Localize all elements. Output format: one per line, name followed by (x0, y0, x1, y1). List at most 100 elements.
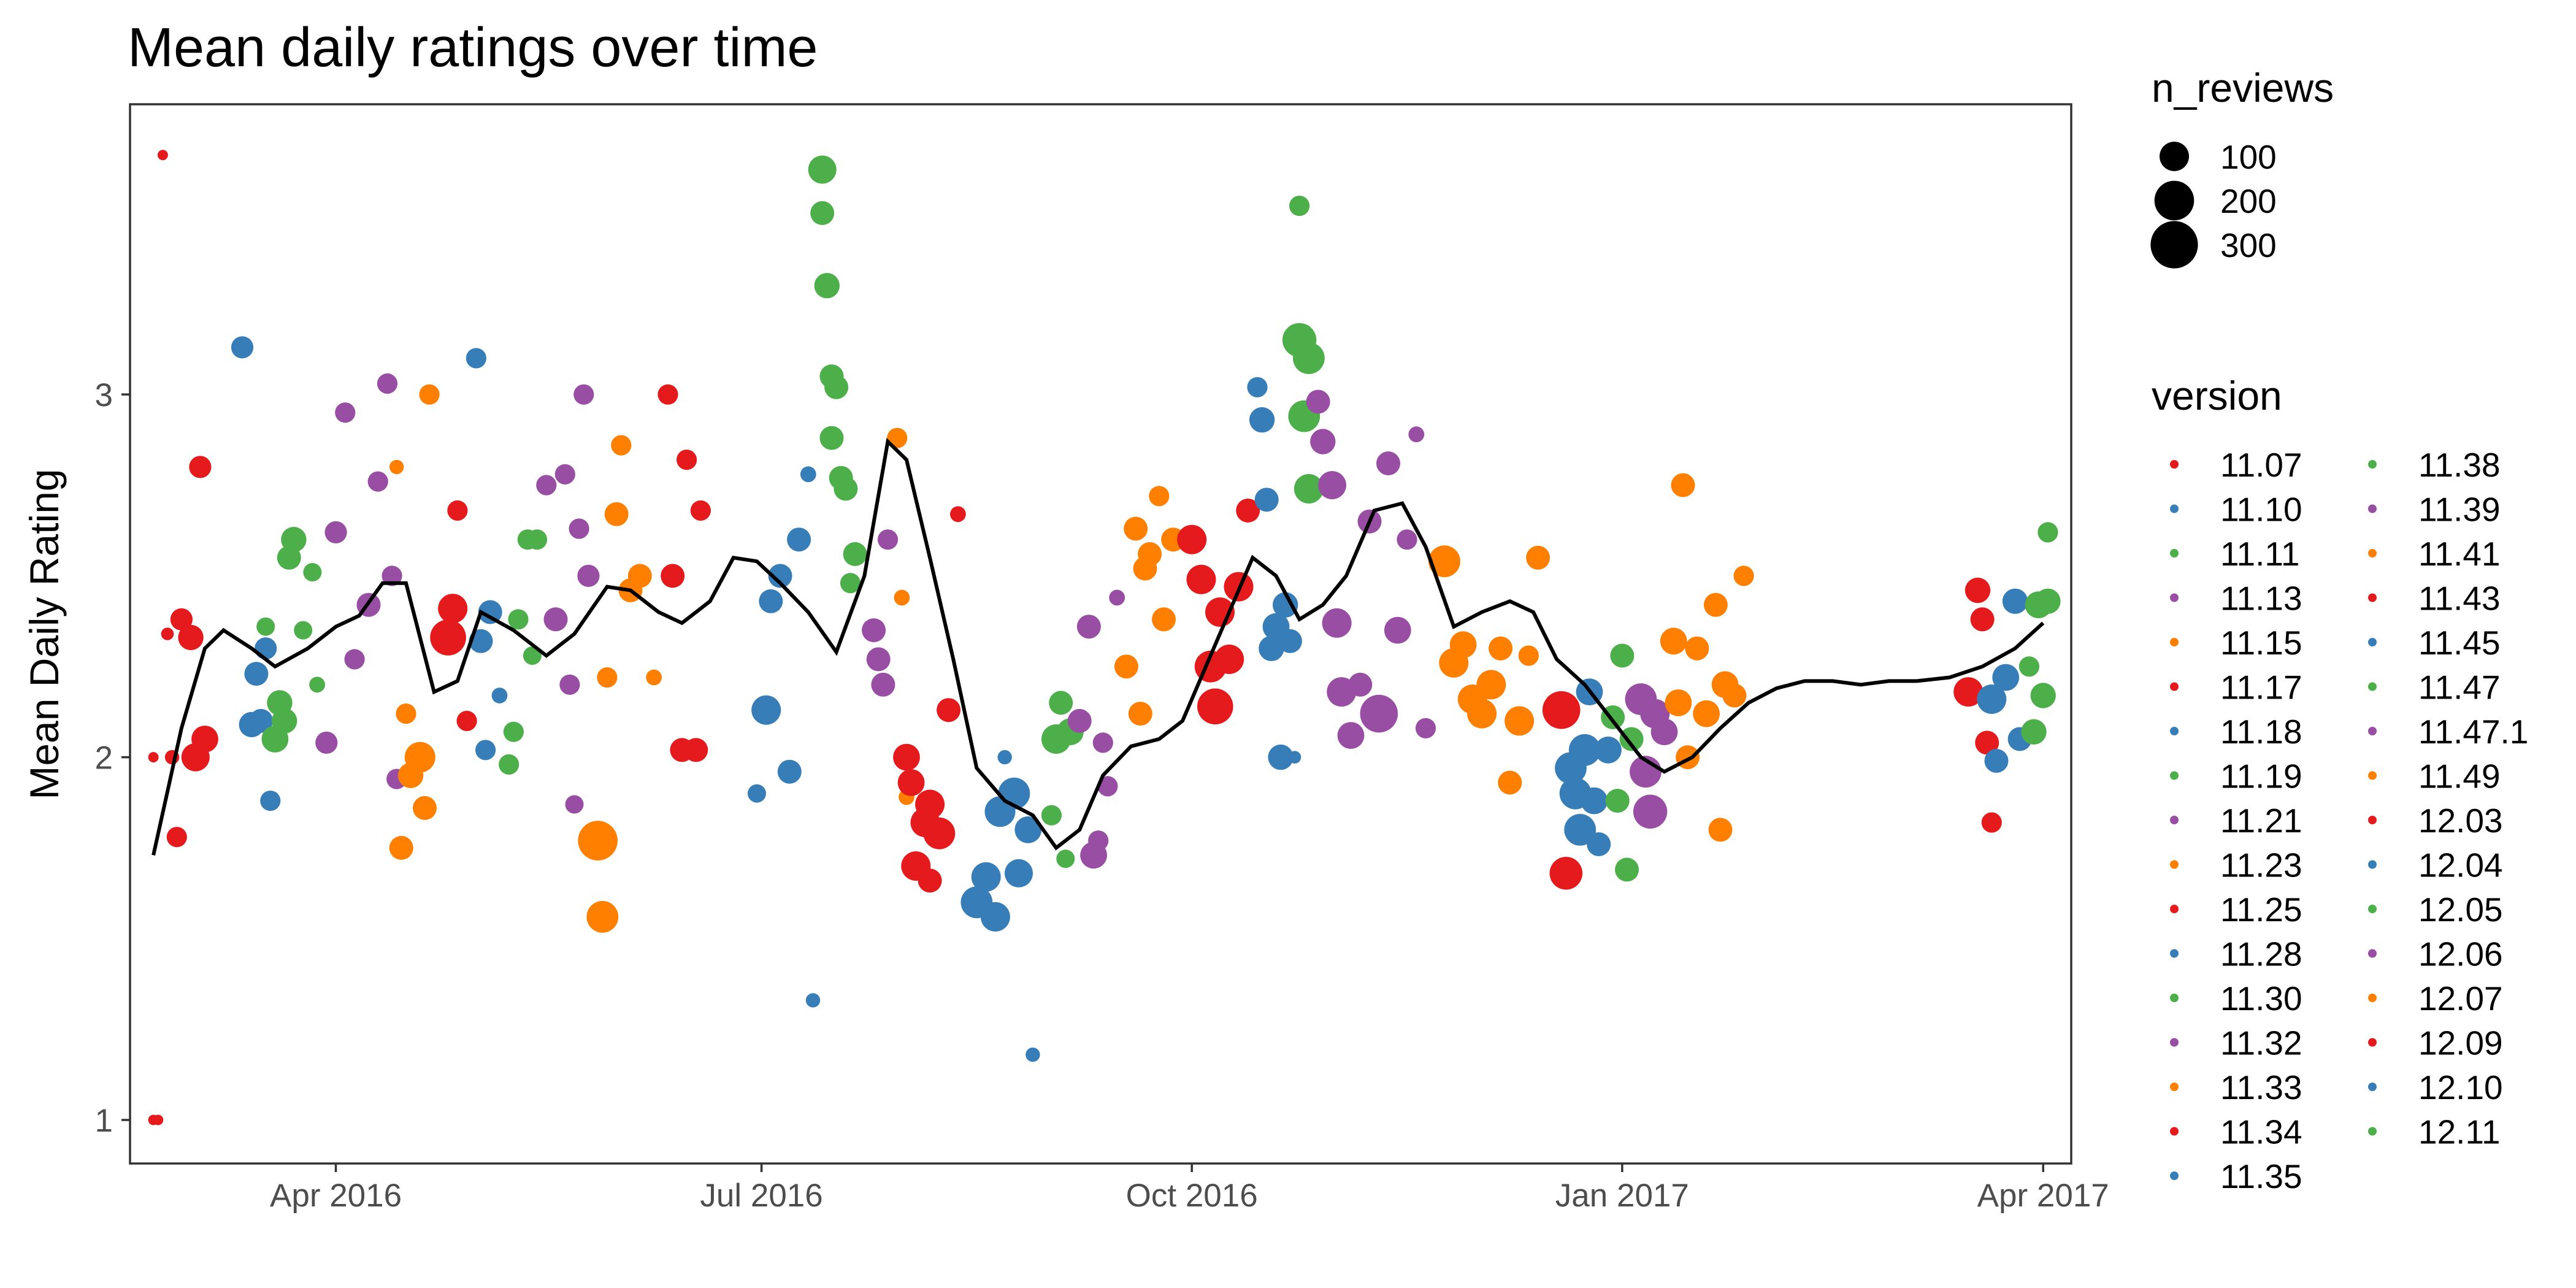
data-point (915, 789, 945, 819)
size-legend-key (2150, 221, 2198, 269)
data-point (1088, 830, 1109, 851)
data-point (759, 589, 783, 613)
data-point (2035, 588, 2061, 614)
data-point (166, 827, 187, 848)
data-point (1152, 607, 1176, 632)
color-legend-key (2170, 593, 2179, 602)
data-point (430, 619, 466, 656)
size-legend-key (2154, 180, 2195, 221)
data-point (1518, 645, 1539, 666)
data-point (1633, 794, 1668, 829)
data-point (260, 791, 281, 811)
color-legend-label: 11.47.1 (2418, 713, 2528, 751)
data-point (819, 426, 844, 450)
data-point (840, 573, 861, 594)
data-point (1977, 684, 2007, 714)
data-point (824, 375, 849, 399)
data-point (577, 564, 600, 588)
data-point (2030, 683, 2056, 708)
data-point (569, 518, 589, 539)
data-point (1408, 426, 1425, 443)
data-point (997, 749, 1012, 765)
data-point (161, 627, 174, 640)
color-legend-key (2368, 727, 2377, 735)
color-legend-label: 11.49 (2418, 757, 2501, 795)
data-point (1293, 342, 1325, 374)
data-point (1056, 849, 1075, 868)
color-legend-key (2368, 771, 2377, 780)
color-legend-label: 11.10 (2220, 491, 2302, 529)
color-legend-label: 11.19 (2220, 757, 2302, 795)
color-legend-label: 11.25 (2220, 891, 2302, 929)
x-axis: Apr 2016 Jul 2016 Oct 2016 Jan 2017 Apr 2017 (270, 1163, 2109, 1214)
data-point (244, 662, 269, 686)
data-point (862, 618, 886, 643)
data-point (1306, 389, 1330, 414)
data-point (1092, 732, 1113, 753)
data-point (491, 688, 508, 703)
data-point (249, 708, 273, 733)
data-point (1149, 486, 1170, 507)
data-point (1581, 787, 1608, 815)
data-point (871, 672, 895, 697)
color-legend-label: 11.28 (2220, 935, 2302, 973)
data-point (508, 609, 529, 630)
data-point (1133, 556, 1157, 581)
color-legend-key (2170, 994, 2179, 1002)
data-point (1498, 770, 1522, 795)
color-legend-key (2368, 638, 2377, 646)
color-legend-key (2368, 682, 2377, 691)
data-point (980, 902, 1010, 932)
data-point (1067, 708, 1092, 733)
color-legend-key (2368, 994, 2377, 1002)
data-point (1965, 577, 1991, 604)
y-tick-label: 3 (95, 377, 113, 413)
data-point (344, 649, 365, 670)
data-point (1049, 691, 1073, 715)
data-point (1288, 751, 1301, 764)
data-point (157, 150, 168, 161)
data-point (1953, 677, 1984, 707)
size-legend-title: n_reviews (2152, 65, 2334, 110)
data-point (677, 450, 697, 470)
data-point (777, 759, 802, 784)
data-point (178, 624, 204, 651)
data-point (814, 273, 840, 299)
data-point (1197, 688, 1233, 725)
data-point (1254, 488, 1279, 512)
color-legend-label: 11.11 (2220, 535, 2299, 573)
data-point (554, 464, 575, 485)
data-point (1097, 776, 1118, 797)
data-points (148, 150, 2061, 1125)
data-point (1268, 744, 1294, 770)
size-legend: 100 200 300 (2150, 138, 2277, 269)
data-point (565, 795, 584, 814)
data-point (800, 466, 816, 483)
data-point (2037, 522, 2058, 543)
color-legend-key (2170, 1038, 2179, 1047)
data-point (751, 695, 781, 725)
data-point (1549, 857, 1583, 890)
color-legend-key (2170, 682, 2179, 691)
color-legend-label: 11.39 (2418, 491, 2501, 529)
data-point (231, 336, 254, 359)
data-point (661, 564, 685, 588)
data-point (1415, 718, 1436, 738)
data-point (1278, 629, 1302, 653)
data-point (419, 384, 440, 405)
data-point (1526, 545, 1551, 570)
data-point (1348, 672, 1373, 697)
data-point (1177, 524, 1207, 554)
color-legend-label: 12.04 (2418, 846, 2503, 884)
data-point (475, 740, 496, 761)
data-point (404, 742, 435, 773)
data-point (843, 542, 867, 566)
color-legend-key (2368, 1083, 2377, 1091)
data-point (170, 608, 193, 631)
data-point (1005, 859, 1033, 887)
data-point (1542, 691, 1581, 729)
color-legend-label: 11.41 (2418, 535, 2501, 573)
data-point (1428, 545, 1460, 578)
data-point (153, 1114, 164, 1125)
color-legend-key (2170, 1083, 2179, 1091)
